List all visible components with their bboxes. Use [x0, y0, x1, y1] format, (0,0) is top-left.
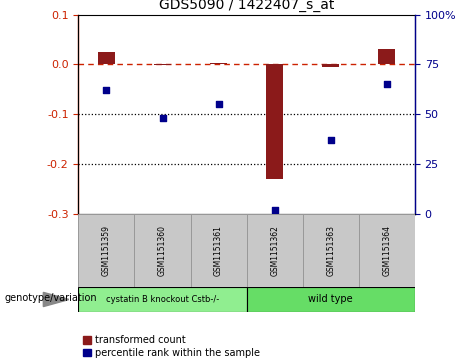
Polygon shape	[43, 292, 69, 307]
Text: cystatin B knockout Cstb-/-: cystatin B knockout Cstb-/-	[106, 295, 219, 304]
Point	[215, 101, 222, 107]
Text: genotype/variation: genotype/variation	[5, 293, 97, 303]
Point	[271, 207, 278, 213]
Bar	[322, 65, 339, 67]
Legend: transformed count, percentile rank within the sample: transformed count, percentile rank withi…	[83, 335, 260, 358]
Text: GSM1151360: GSM1151360	[158, 225, 167, 276]
FancyBboxPatch shape	[78, 287, 247, 312]
FancyBboxPatch shape	[303, 214, 359, 287]
FancyBboxPatch shape	[135, 214, 190, 287]
Title: GDS5090 / 1422407_s_at: GDS5090 / 1422407_s_at	[159, 0, 334, 12]
Bar	[266, 65, 283, 179]
Point	[327, 137, 334, 143]
Text: GSM1151363: GSM1151363	[326, 225, 335, 276]
Text: GSM1151361: GSM1151361	[214, 225, 223, 276]
Bar	[378, 49, 395, 65]
Bar	[210, 64, 227, 65]
FancyBboxPatch shape	[78, 214, 135, 287]
Text: GSM1151362: GSM1151362	[270, 225, 279, 276]
Text: GSM1151359: GSM1151359	[102, 225, 111, 276]
Text: GSM1151364: GSM1151364	[382, 225, 391, 276]
FancyBboxPatch shape	[247, 214, 303, 287]
Text: wild type: wild type	[308, 294, 353, 305]
FancyBboxPatch shape	[359, 214, 415, 287]
Point	[159, 115, 166, 121]
Point	[103, 87, 110, 93]
Bar	[98, 52, 115, 65]
FancyBboxPatch shape	[190, 214, 247, 287]
FancyBboxPatch shape	[247, 287, 415, 312]
Point	[383, 81, 390, 87]
